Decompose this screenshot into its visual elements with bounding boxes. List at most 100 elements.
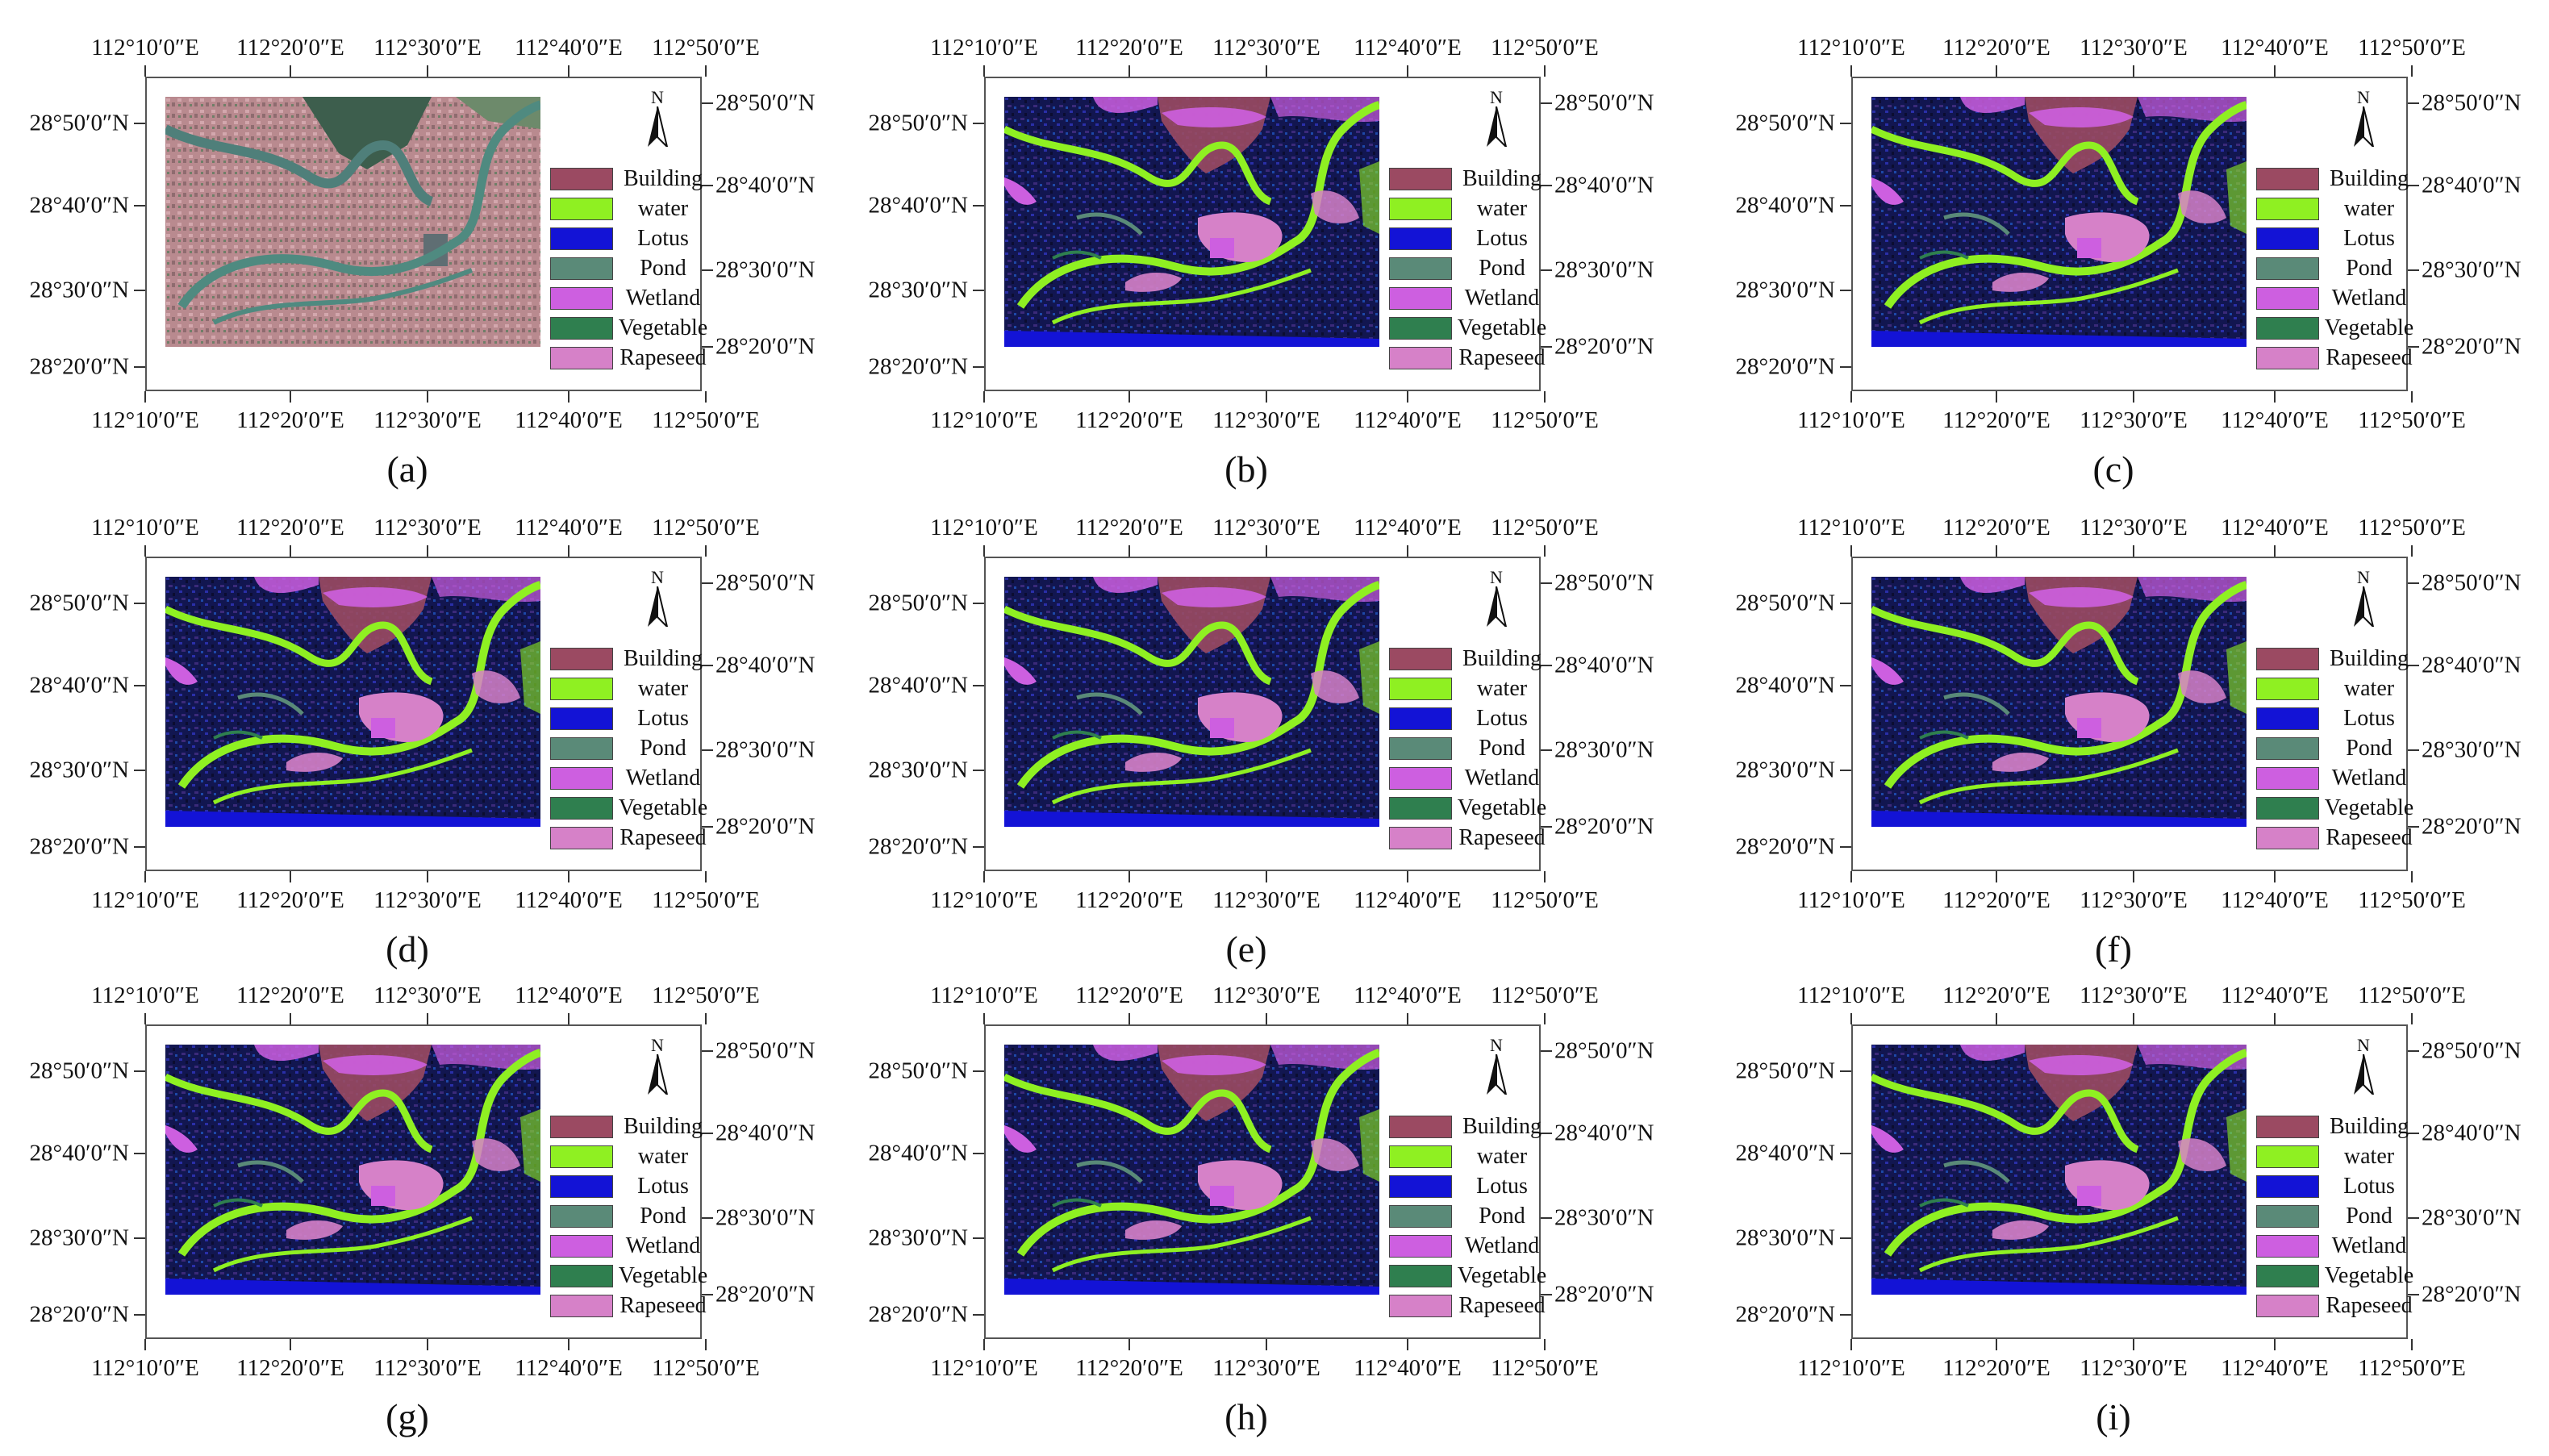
- legend-swatch: [2256, 347, 2319, 369]
- legend-item: Building: [1389, 165, 1550, 193]
- longitude-label-bottom: 112°40′0″E: [2221, 407, 2329, 433]
- tick-mark: [1128, 391, 1130, 403]
- tick-mark: [1840, 770, 1851, 771]
- tick-mark: [134, 1314, 145, 1316]
- tick-mark: [983, 871, 985, 882]
- tick-mark: [2274, 391, 2276, 403]
- longitude-label-top: 112°20′0″E: [1942, 515, 2050, 540]
- legend-label: Rapeseed: [620, 1293, 707, 1318]
- legend-swatch: [550, 198, 613, 220]
- tick-mark: [1996, 1339, 1997, 1350]
- legend-item: Vegetable: [1389, 1262, 1550, 1290]
- tick-mark: [973, 846, 984, 848]
- legend-item: water: [2256, 195, 2418, 223]
- tick-mark: [1128, 871, 1130, 882]
- latitude-label-right: 28°40′0″N: [2422, 1120, 2522, 1146]
- map-panel: 112°10′0″E 112°20′0″E 112°30′0″E 112°40′0″E…: [4, 960, 816, 1444]
- longitude-label-bottom: 112°10′0″E: [91, 1355, 199, 1381]
- longitude-label-top: 112°20′0″E: [1942, 982, 2050, 1008]
- tick-mark: [1850, 391, 1852, 403]
- legend-item: Pond: [1389, 1203, 1550, 1230]
- legend-swatch: [1389, 168, 1452, 190]
- north-arrow-glyph: [648, 586, 669, 627]
- tick-mark: [2274, 871, 2276, 882]
- latitude-label-right: 28°30′0″N: [1554, 1204, 1654, 1231]
- map-panel: 112°10′0″E 112°20′0″E 112°30′0″E 112°40′0″E…: [1710, 492, 2522, 976]
- legend-label: Pond: [640, 256, 686, 281]
- longitude-label-top: 112°30′0″E: [1212, 982, 1320, 1008]
- legend-item: Lotus: [2256, 1173, 2418, 1200]
- north-arrow-glyph: [648, 106, 669, 147]
- longitude-label-top: 112°40′0″E: [1354, 982, 1462, 1008]
- latitude-label-left: 28°40′0″N: [1735, 1140, 1835, 1166]
- latitude-label-left: 28°50′0″N: [1735, 590, 1835, 616]
- north-label: N: [1490, 1035, 1503, 1055]
- latitude-label-left: 28°30′0″N: [29, 277, 129, 303]
- latitude-label-right: 28°50′0″N: [2422, 90, 2522, 116]
- longitude-label-bottom: 112°20′0″E: [236, 887, 344, 913]
- legend-label: Building: [2329, 1114, 2409, 1139]
- tick-mark: [1128, 1339, 1130, 1350]
- tick-mark: [1850, 1339, 1852, 1350]
- legend-label: Building: [1462, 166, 1541, 191]
- legend-item: Rapeseed: [550, 824, 711, 852]
- longitude-label-top: 112°30′0″E: [2080, 515, 2188, 540]
- latitude-label-left: 28°20′0″N: [868, 833, 968, 860]
- legend-swatch: [2256, 1265, 2319, 1287]
- longitude-label-bottom: 112°20′0″E: [1075, 887, 1183, 913]
- tick-mark: [1128, 65, 1130, 77]
- legend-label: water: [2343, 1144, 2395, 1169]
- legend-label: Building: [1462, 1114, 1541, 1139]
- longitude-label-top: 112°30′0″E: [1212, 515, 1320, 540]
- tick-mark: [705, 391, 707, 403]
- latitude-label-left: 28°50′0″N: [1735, 1058, 1835, 1084]
- latitude-label-left: 28°30′0″N: [868, 757, 968, 783]
- latitude-label-right: 28°30′0″N: [715, 1204, 816, 1231]
- latitude-label-right: 28°20′0″N: [2422, 333, 2522, 360]
- latitude-label-left: 28°20′0″N: [1735, 1301, 1835, 1328]
- tick-mark: [1541, 1133, 1552, 1134]
- tick-mark: [1407, 65, 1408, 77]
- legend-swatch: [2256, 1116, 2319, 1138]
- longitude-label-bottom: 112°10′0″E: [930, 887, 1038, 913]
- legend-swatch: [550, 1145, 613, 1168]
- legend-item: Lotus: [550, 705, 711, 732]
- north-label: N: [1490, 567, 1503, 587]
- tick-mark: [1544, 391, 1546, 403]
- tick-mark: [973, 366, 984, 368]
- legend-swatch: [1389, 1265, 1452, 1287]
- legend-swatch: [2256, 767, 2319, 790]
- map-panel: 112°10′0″E 112°20′0″E 112°30′0″E 112°40′0″E…: [843, 492, 1654, 976]
- legend-label: Wetland: [1464, 286, 1540, 311]
- latitude-label-left: 28°50′0″N: [868, 1058, 968, 1084]
- longitude-label-top: 112°50′0″E: [652, 515, 760, 540]
- longitude-label-top: 112°50′0″E: [1491, 982, 1599, 1008]
- longitude-label-bottom: 112°50′0″E: [2358, 1355, 2466, 1381]
- longitude-label-top: 112°20′0″E: [1075, 982, 1183, 1008]
- tick-mark: [427, 1339, 428, 1350]
- longitude-label-bottom: 112°50′0″E: [1491, 407, 1599, 433]
- longitude-label-top: 112°30′0″E: [373, 515, 482, 540]
- tick-mark: [427, 65, 428, 77]
- longitude-label-top: 112°40′0″E: [515, 982, 623, 1008]
- tick-mark: [1407, 391, 1408, 403]
- longitude-label-top: 112°20′0″E: [1942, 35, 2050, 60]
- tick-mark: [2408, 269, 2419, 271]
- latitude-label-right: 28°30′0″N: [1554, 257, 1654, 283]
- legend-swatch: [1389, 227, 1452, 250]
- latitude-label-left: 28°20′0″N: [868, 353, 968, 380]
- latitude-label-left: 28°30′0″N: [1735, 1224, 1835, 1251]
- north-arrow-icon: N: [2347, 89, 2380, 147]
- tick-mark: [705, 871, 707, 882]
- legend-swatch: [550, 1295, 613, 1317]
- tick-mark: [705, 1013, 707, 1024]
- tick-mark: [973, 1153, 984, 1154]
- legend-label: Lotus: [1476, 1174, 1528, 1199]
- legend-label: Lotus: [2343, 1174, 2395, 1199]
- tick-mark: [290, 1339, 291, 1350]
- longitude-label-top: 112°10′0″E: [91, 982, 199, 1008]
- longitude-label-bottom: 112°10′0″E: [930, 407, 1038, 433]
- legend-label: Pond: [2346, 736, 2393, 761]
- legend-label: Wetland: [1464, 1233, 1540, 1258]
- longitude-label-bottom: 112°20′0″E: [236, 1355, 344, 1381]
